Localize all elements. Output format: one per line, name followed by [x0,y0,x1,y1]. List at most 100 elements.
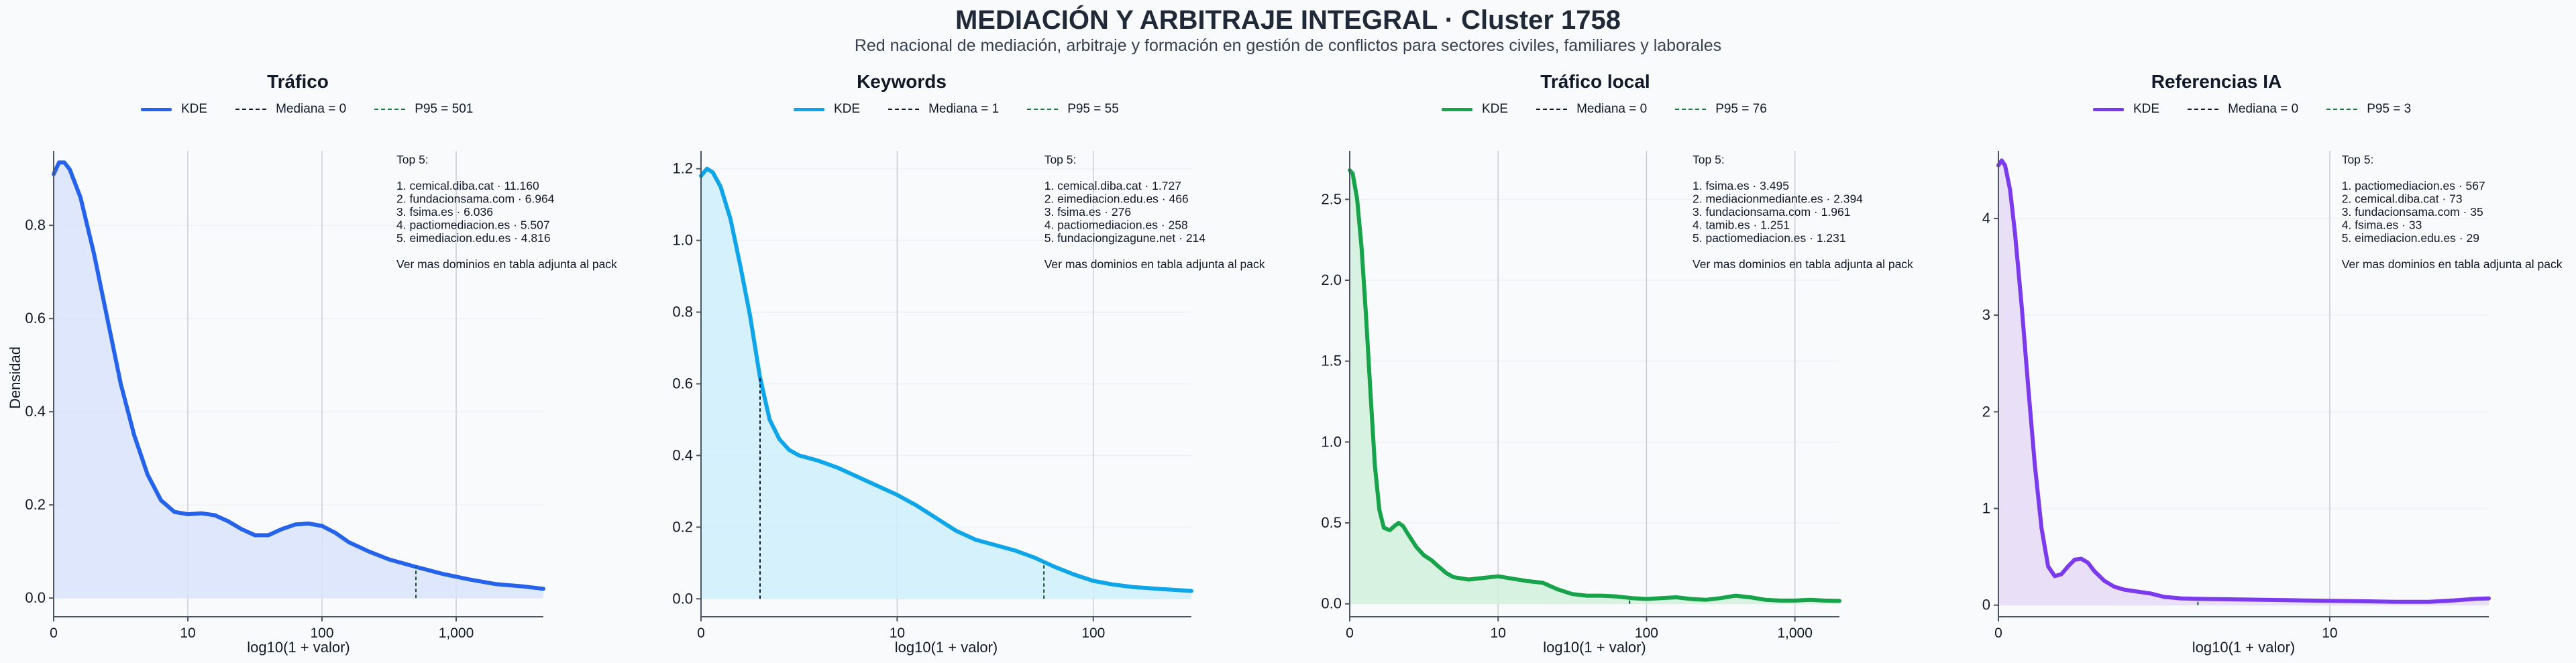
y-tick-label: 0.0 [1321,595,1342,612]
legend-keywords: KDE Mediana = 1 P95 = 55 [794,101,1147,118]
y-tick-label: 1.0 [1321,433,1342,450]
x-axis-label: log10(1 + valor) [247,639,350,656]
y-tick-label: 0.6 [25,310,46,326]
x-tick-label: 0 [1994,625,2002,641]
annotation-line: 2. cemical.diba.cat · 73 [2342,192,2463,206]
annotation-line: 5. fundaciongizagune.net · 214 [1044,231,1206,245]
y-tick-label: 2 [1982,403,1990,420]
legend-label: Mediana = 0 [1576,102,1648,116]
x-tick-label: 0 [697,625,705,641]
y-tick-label: 0.0 [672,590,693,607]
annotation-line: Top 5: [1693,153,1725,166]
legend-label: P95 = 76 [1715,102,1767,116]
chart-panel-keywords: 0.0 0.2 0.4 0.6 0.8 1.0 1.2 0 10 100 log10(1 + val… [672,151,1265,656]
chart-panel-trafico: 0.0 0.2 0.4 0.6 0.8 0 10 100 1,000 log10(1 + valo… [25,151,617,656]
x-tick-label: 100 [310,625,333,641]
page-subtitle: Red nacional de mediación, arbitraje y f… [854,36,1722,55]
annotation-line: Top 5: [2342,153,2374,166]
legend-item-median: Mediana = 0 [1536,102,1647,117]
annotation-line: 5. eimediacion.edu.es · 4.816 [396,231,551,245]
annotation-line: 4. tamib.es · 1.251 [1693,219,1790,232]
annotation-line: 1. cemical.diba.cat · 1.727 [1044,179,1181,192]
y-tick-label: 1 [1982,500,1990,517]
y-tick-label: 3 [1982,306,1990,323]
legend-item-kde: KDE [794,102,860,117]
kde-area [701,168,1191,599]
annotation-line: 2. fundacionsama.com · 6.964 [396,192,555,206]
annotation-line: 1. cemical.diba.cat · 11.160 [396,179,539,192]
kde-line [52,160,545,591]
legend-label: P95 = 501 [415,102,474,116]
x-tick-label: 10 [2322,625,2337,641]
panel-title-referencias-ia: Referencias IA [2151,71,2282,92]
annotation-line: 4. pactiomediacion.es · 258 [1044,219,1188,232]
annotation-line: Ver mas dominios en tabla adjunta al pac… [2342,257,2563,271]
legend-item-median: Mediana = 0 [2188,102,2298,117]
x-tick-label: 0 [50,625,58,641]
legend-trafico: KDE Mediana = 0 P95 = 501 [141,101,501,118]
annotation-line: 3. fundacionsama.com · 1.961 [1693,205,1850,219]
x-tick-label: 0 [1346,625,1354,641]
y-tick-label: 4 [1982,210,1990,227]
legend-label: KDE [1482,102,1509,116]
legend-trafico-local: KDE Mediana = 0 P95 = 76 [1442,101,1795,118]
kde-line [699,166,1193,593]
y-tick-label: 0 [1982,597,1990,613]
page-title: MEDIACIÓN Y ARBITRAJE INTEGRAL · Cluster… [955,5,1621,35]
x-tick-label: 10 [1491,625,1506,641]
y-tick-label: 0.8 [672,304,693,320]
legend-item-kde: KDE [141,102,207,117]
chart-panel-trafico-local: 0.0 0.5 1.0 1.5 2.0 2.5 0 10 100 1,000 log10(1 + v… [1321,151,1913,656]
x-tick-label: 100 [1081,625,1105,641]
y-tick-label: 2.5 [1321,190,1342,207]
panel-title-trafico-local: Tráfico local [1540,71,1650,92]
annotation-line: 3. fsima.es · 6.036 [396,205,493,219]
x-axis-label: log10(1 + valor) [895,639,998,656]
annotation-line: 4. fsima.es · 33 [2342,219,2422,232]
annotation-line: Top 5: [396,153,429,166]
annotation-line: Top 5: [1044,153,1077,166]
annotation-line: 5. pactiomediacion.es · 1.231 [1693,231,1846,245]
y-tick-label: 0.2 [25,496,46,513]
y-tick-label: 0.4 [672,446,693,463]
panel-title-keywords: Keywords [857,71,947,92]
x-tick-label: 10 [180,625,195,641]
legend-label: P95 = 3 [2367,102,2412,116]
legend-label: KDE [181,102,208,116]
legend-item-kde: KDE [1442,102,1508,117]
annotation-line: 4. pactiomediacion.es · 5.507 [396,219,550,232]
legend-label: Mediana = 0 [2228,102,2299,116]
kde-area [1350,170,1839,604]
annotation-line: Ver mas dominios en tabla adjunta al pac… [396,257,617,271]
annotation-line: 5. eimediacion.edu.es · 29 [2342,231,2479,245]
annotation-line: Ver mas dominios en tabla adjunta al pac… [1044,257,1265,271]
y-tick-label: 0.4 [25,403,46,420]
annotation-line: 2. eimediacion.edu.es · 466 [1044,192,1189,206]
x-tick-label: 10 [890,625,905,641]
legend-item-p95: P95 = 501 [374,102,473,117]
legend-item-p95: P95 = 3 [2326,102,2411,117]
annotation-line: 3. fundacionsama.com · 35 [2342,205,2483,219]
annotation-line: 2. mediacionmediante.es · 2.394 [1693,192,1863,206]
x-axis-label: log10(1 + valor) [1543,639,1646,656]
y-tick-label: 1.5 [1321,353,1342,369]
legend-label: P95 = 55 [1067,102,1119,116]
legend-item-p95: P95 = 55 [1027,102,1119,117]
legend-label: KDE [2133,102,2160,116]
legend-item-median: Mediana = 1 [888,102,999,117]
y-tick-label: 1.2 [672,160,693,177]
legend-referencias-ia: KDE Mediana = 0 P95 = 3 [2093,101,2439,118]
annotation-line: 3. fsima.es · 276 [1044,205,1131,219]
x-tick-label: 100 [1635,625,1658,641]
x-tick-label: 1,000 [439,625,474,641]
chart-panel-referencias-ia: 0 1 2 3 4 0 10 log10(1 + valor) Top 5: 1. pactiom… [1982,151,2563,656]
annotation-line: Ver mas dominios en tabla adjunta al pac… [1693,257,1913,271]
kde-line [1996,158,2491,604]
x-tick-label: 1,000 [1777,625,1813,641]
y-tick-label: 0.2 [672,518,693,535]
legend-item-median: Mediana = 0 [235,102,346,117]
annotation-line: 1. fsima.es · 3.495 [1693,179,1789,192]
y-tick-label: 0.8 [25,217,46,233]
annotation-line: 1. pactiomediacion.es · 567 [2342,179,2485,192]
